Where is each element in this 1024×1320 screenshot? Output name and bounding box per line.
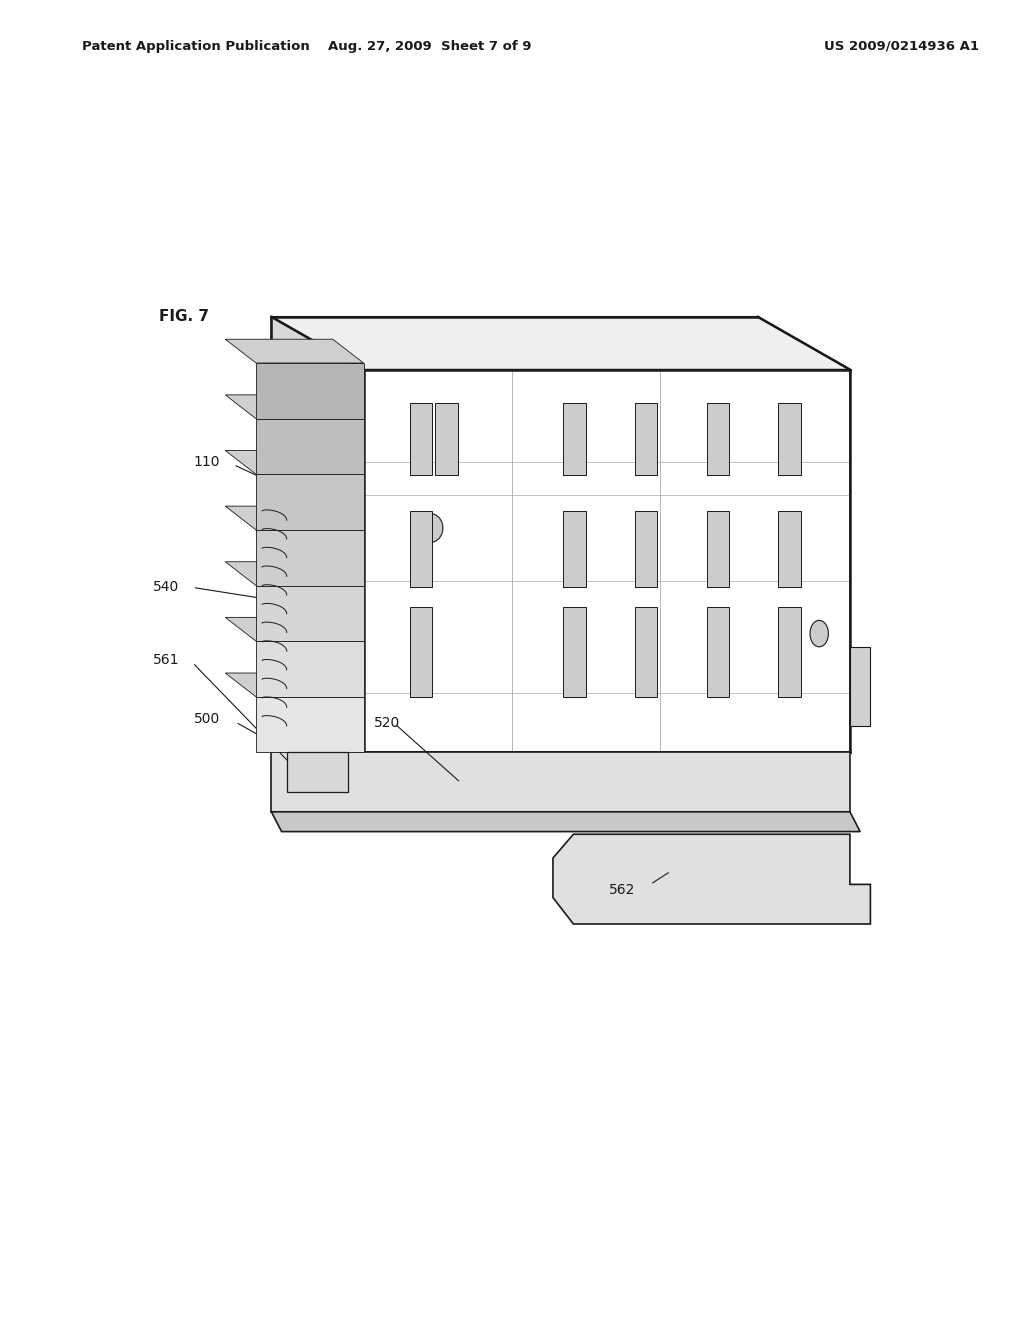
Polygon shape (256, 418, 364, 474)
Polygon shape (271, 317, 850, 370)
Polygon shape (635, 607, 657, 697)
Polygon shape (563, 607, 586, 697)
Ellipse shape (810, 620, 828, 647)
Polygon shape (563, 511, 586, 587)
Text: Patent Application Publication: Patent Application Publication (82, 40, 309, 53)
Polygon shape (410, 607, 432, 697)
Text: 540: 540 (153, 581, 179, 594)
Polygon shape (410, 403, 432, 475)
Polygon shape (707, 607, 729, 697)
Text: 110: 110 (194, 455, 220, 469)
Text: 500: 500 (194, 713, 220, 726)
Text: FIG. 7: FIG. 7 (159, 309, 209, 325)
Polygon shape (225, 395, 364, 418)
Polygon shape (635, 511, 657, 587)
Text: 520: 520 (374, 717, 400, 730)
Polygon shape (256, 474, 364, 529)
Polygon shape (256, 697, 364, 752)
Polygon shape (225, 673, 364, 697)
Text: Aug. 27, 2009  Sheet 7 of 9: Aug. 27, 2009 Sheet 7 of 9 (329, 40, 531, 53)
Text: 561: 561 (153, 653, 179, 667)
Text: US 2009/0214936 A1: US 2009/0214936 A1 (823, 40, 979, 53)
Polygon shape (435, 403, 458, 475)
Polygon shape (256, 363, 364, 418)
Polygon shape (271, 317, 364, 752)
Text: 562: 562 (609, 883, 636, 896)
Polygon shape (256, 586, 364, 642)
Ellipse shape (418, 513, 442, 543)
Polygon shape (635, 403, 657, 475)
Polygon shape (364, 370, 850, 752)
Polygon shape (256, 642, 364, 697)
Polygon shape (271, 812, 860, 832)
Polygon shape (778, 403, 801, 475)
Polygon shape (707, 511, 729, 587)
Polygon shape (225, 450, 364, 474)
Polygon shape (271, 752, 850, 812)
Polygon shape (410, 511, 432, 587)
Polygon shape (287, 752, 348, 792)
Polygon shape (850, 647, 870, 726)
Polygon shape (225, 562, 364, 586)
Polygon shape (225, 618, 364, 642)
Polygon shape (256, 529, 364, 586)
Polygon shape (225, 339, 364, 363)
Polygon shape (778, 607, 801, 697)
Polygon shape (553, 834, 870, 924)
Polygon shape (707, 403, 729, 475)
Polygon shape (225, 506, 364, 529)
Polygon shape (563, 403, 586, 475)
Polygon shape (778, 511, 801, 587)
